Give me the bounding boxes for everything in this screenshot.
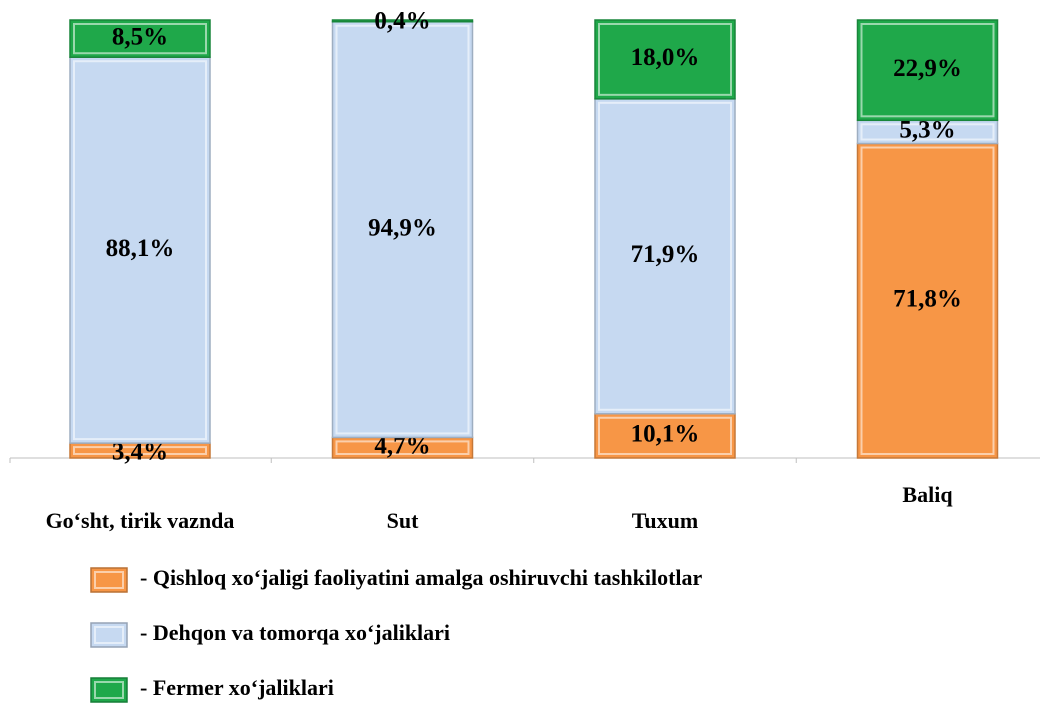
bar-segment	[331, 19, 474, 23]
legend-swatch-bevel	[94, 571, 124, 589]
bar-segment	[594, 98, 736, 415]
bar-segment	[69, 56, 211, 444]
legend-label: - Qishloq xo‘jaligi faoliyatini amalga o…	[140, 565, 703, 590]
bar-bevel	[860, 123, 995, 141]
value-label: 88,1%	[106, 235, 175, 262]
x-tick-label: Tuxum	[632, 508, 698, 533]
x-tick-label: Baliq	[902, 482, 953, 507]
bar-bevel	[860, 23, 995, 118]
bar-bevel	[335, 24, 470, 435]
bar-bevel	[73, 23, 207, 55]
value-label: 22,9%	[893, 55, 962, 82]
bar-bevel	[598, 416, 732, 455]
bar-bevel	[335, 440, 470, 456]
bar-segment	[856, 19, 999, 122]
value-label: 0,4%	[374, 8, 430, 35]
legend-label: - Dehqon va tomorqa xo‘jaliklari	[140, 620, 450, 645]
legend-swatch-bevel	[94, 681, 124, 699]
x-tick-label: Sut	[387, 508, 419, 533]
bar-bevel	[73, 446, 207, 456]
legend-swatch-bevel	[94, 626, 124, 644]
bar-segment	[856, 142, 999, 459]
x-tick-label: Go‘sht, tirik vaznda	[46, 508, 235, 533]
bar-segment	[594, 19, 736, 100]
value-label: 8,5%	[112, 23, 168, 50]
bar-bevel	[598, 101, 732, 411]
legend-label: - Fermer xo‘jaliklari	[140, 675, 334, 700]
value-label: 71,9%	[631, 241, 700, 268]
value-label: 10,1%	[631, 421, 700, 448]
bar-segment	[331, 21, 474, 439]
value-label: 94,9%	[368, 214, 437, 241]
bar-bevel	[73, 60, 207, 441]
value-label: 18,0%	[631, 44, 700, 71]
bar-bevel	[598, 23, 732, 96]
value-label: 5,3%	[899, 117, 955, 144]
bar-bevel	[860, 146, 995, 456]
bar-segment	[594, 413, 736, 459]
value-label: 71,8%	[893, 285, 962, 312]
bar-segment	[69, 19, 211, 58]
